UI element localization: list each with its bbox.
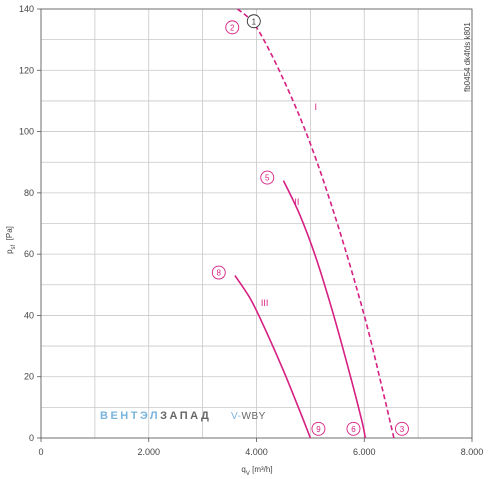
curve-label: II — [294, 197, 299, 207]
marker-circle — [395, 421, 409, 436]
series-curve-II — [282, 180, 367, 439]
marker-layer: 1 2 5 8 9 6 3 — [211, 14, 409, 436]
axes: 0 2.000 4.000 6.000 8.000 0 20 40 60 80 100 120 140 — [19, 4, 483, 457]
x-tick-label: 0 — [38, 447, 43, 457]
y-axis-title: psf [Pa] — [5, 226, 17, 254]
marker-number: 2 — [230, 23, 235, 32]
watermark-brand-2: ЗАПАД — [160, 410, 211, 422]
x-tick-label: 4.000 — [245, 447, 268, 457]
y-tick-label: 80 — [24, 188, 34, 198]
curve-label: I — [315, 102, 318, 112]
y-tick-label: 0 — [29, 433, 34, 443]
marker-circle — [225, 20, 240, 35]
y-tick-label: 20 — [24, 372, 34, 382]
y-axis-title-unit: [Pa] — [5, 226, 14, 240]
marker-number: 9 — [316, 425, 321, 434]
marker-number: 5 — [265, 174, 270, 183]
marker-number: 3 — [400, 425, 405, 434]
y-axis-title-sub: sf — [11, 244, 17, 249]
grid — [40, 8, 473, 439]
marker-circle — [346, 421, 361, 436]
marker-number: 8 — [217, 269, 222, 278]
x-axis-title-unit: [m³/h] — [252, 465, 272, 474]
series-curve-III — [234, 275, 312, 439]
marker-circle — [260, 170, 275, 185]
side-note: fb0454 dk4fds k801 — [463, 22, 472, 92]
y-tick-label: 40 — [24, 310, 34, 320]
y-tick-label: 140 — [19, 4, 34, 14]
watermark-gap — [211, 411, 231, 422]
x-tick-label: 2.000 — [137, 447, 160, 457]
x-tick-label: 8.000 — [461, 447, 484, 457]
y-tick-label: 60 — [24, 249, 34, 259]
y-tick-label: 120 — [19, 65, 34, 75]
series-layer — [234, 8, 395, 439]
marker-circle — [311, 421, 326, 436]
marker-circle — [211, 265, 226, 280]
marker-number: 6 — [351, 425, 356, 434]
curve-label: III — [261, 298, 269, 308]
watermark: ВЕНТЭЛЗАПАД V-WBY — [100, 410, 266, 422]
series-curve-I — [237, 8, 395, 439]
y-tick-label: 100 — [19, 127, 34, 137]
y-axis-title-main: p — [5, 249, 14, 254]
x-axis-title-main: q — [241, 465, 245, 474]
watermark-brand-3: V- — [231, 411, 241, 422]
marker-circle — [246, 14, 261, 29]
marker-number: 1 — [252, 17, 257, 26]
x-axis-title-sub: V — [246, 471, 250, 477]
watermark-brand-1: ВЕНТЭЛ — [100, 410, 160, 422]
x-axis-title: qV [m³/h] — [241, 465, 272, 477]
watermark-brand-4: WBY — [242, 411, 266, 422]
x-tick-label: 6.000 — [353, 447, 376, 457]
